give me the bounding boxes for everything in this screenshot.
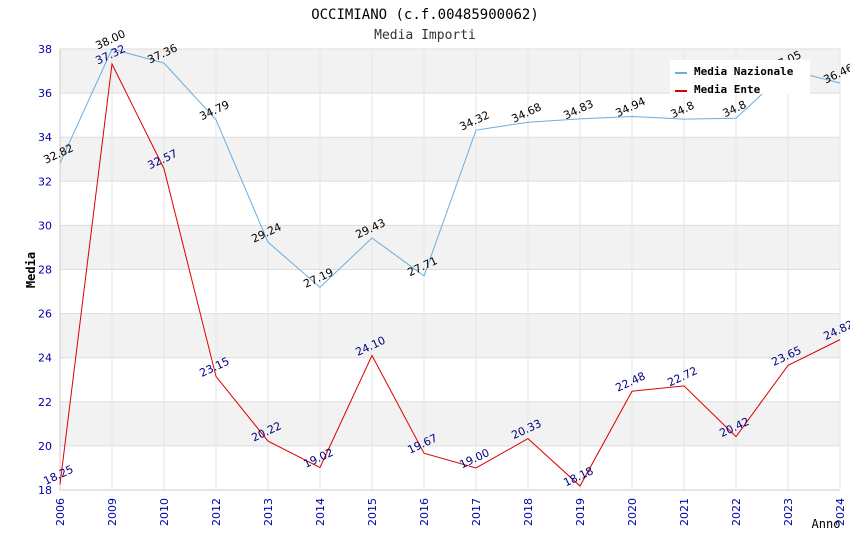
x-tick-label: 2016 bbox=[418, 498, 431, 526]
data-label-ente: 22.48 bbox=[613, 369, 647, 394]
data-label-ente: 23.15 bbox=[197, 355, 231, 380]
data-label-nazionale: 34.79 bbox=[197, 98, 231, 123]
grid-band bbox=[60, 401, 840, 446]
x-tick-label: 2019 bbox=[574, 498, 587, 526]
grid-bands bbox=[60, 49, 840, 446]
y-tick-label: 38 bbox=[38, 43, 52, 56]
y-tick-label: 24 bbox=[38, 352, 52, 365]
series-line-media-ente bbox=[59, 62, 841, 487]
data-label-nazionale: 34.8 bbox=[669, 99, 697, 121]
grid-band bbox=[60, 225, 840, 270]
legend-label-ente: Media Ente bbox=[694, 83, 761, 96]
data-label-ente: 18.18 bbox=[561, 464, 595, 489]
x-tick-label: 2006 bbox=[54, 498, 67, 526]
y-tick-label: 18 bbox=[38, 484, 52, 497]
data-label-ente: 18.25 bbox=[41, 463, 75, 488]
x-tick-label: 2012 bbox=[210, 498, 223, 526]
legend-label-nazionale: Media Nazionale bbox=[694, 65, 794, 78]
axes bbox=[59, 49, 840, 491]
x-tick-labels: 2006 2009 2010 2012 2013 2014 2015 2016 2017 2018… bbox=[54, 498, 847, 526]
series-lines bbox=[59, 48, 841, 487]
y-tick-label: 28 bbox=[38, 264, 52, 277]
x-tick-label: 2010 bbox=[158, 498, 171, 526]
y-tick-label: 30 bbox=[38, 219, 52, 232]
grid-band bbox=[60, 137, 840, 182]
x-tick-label: 2018 bbox=[522, 498, 535, 526]
y-tick-label: 20 bbox=[38, 440, 52, 453]
x-tick-label: 2022 bbox=[730, 498, 743, 526]
chart-subtitle: Media Importi bbox=[374, 28, 476, 43]
y-tick-label: 26 bbox=[38, 308, 52, 321]
x-tick-label: 2017 bbox=[470, 498, 483, 526]
y-axis-label: Media bbox=[24, 252, 38, 288]
y-tick-label: 32 bbox=[38, 175, 52, 188]
y-tick-labels: 18 20 22 24 26 28 30 32 34 36 38 bbox=[38, 43, 52, 497]
x-tick-label: 2023 bbox=[782, 498, 795, 526]
y-tick-label: 34 bbox=[38, 131, 52, 144]
y-tick-label: 36 bbox=[38, 87, 52, 100]
y-tick-label: 22 bbox=[38, 396, 52, 409]
chart-title: OCCIMIANO (c.f.00485900062) bbox=[311, 7, 539, 23]
series-line-media-nazionale bbox=[59, 48, 841, 289]
x-axis-label: Anno bbox=[812, 517, 841, 531]
legend: Media Nazionale Media Ente bbox=[670, 60, 810, 96]
x-tick-label: 2014 bbox=[314, 498, 327, 526]
grid-band bbox=[60, 313, 840, 358]
x-tick-label: 2020 bbox=[626, 498, 639, 526]
x-tick-label: 2024 bbox=[834, 498, 847, 526]
data-label-ente: 22.72 bbox=[665, 364, 699, 389]
data-label-nazionale: 34.32 bbox=[457, 108, 491, 133]
x-tick-label: 2009 bbox=[106, 498, 119, 526]
x-tick-label: 2015 bbox=[366, 498, 379, 526]
x-tick-label: 2013 bbox=[262, 498, 275, 526]
data-label-nazionale: 34.8 bbox=[721, 98, 749, 120]
x-tick-label: 2021 bbox=[678, 498, 691, 526]
gridlines bbox=[59, 48, 841, 491]
